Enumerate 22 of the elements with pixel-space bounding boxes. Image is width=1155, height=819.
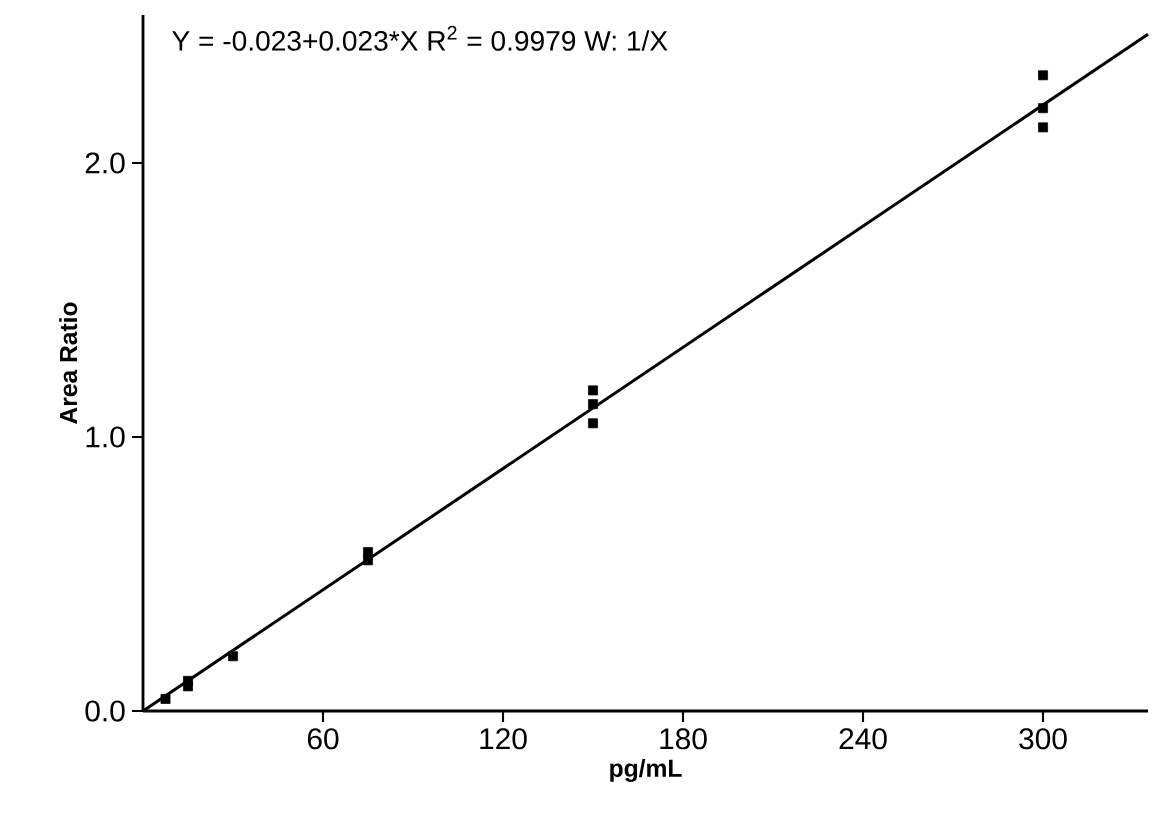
x-tick-label: 240 [839,728,887,750]
x-axis-title: pg/mL [610,758,682,782]
point [1038,70,1048,81]
point [1038,122,1048,133]
point [228,651,238,662]
point [183,675,193,686]
annotation: Y = -0.023+0.023*X R$^{2}$ = 0.9979 W: 1/X [172,25,668,51]
x-tick-label: 300 [1019,728,1067,750]
point [588,399,598,410]
point [160,694,171,704]
point [363,555,373,566]
point [1038,103,1048,114]
y-axis-title: Area Ratio [59,302,78,424]
point [588,385,598,396]
point [363,547,373,557]
y-tick-label: 1.0 [86,426,125,448]
point [588,418,598,429]
y-tick-label: 2.0 [85,152,125,174]
x-tick-label: 180 [660,728,707,750]
x-tick-label: 60 [307,728,339,750]
x-tick-label: 120 [480,728,527,750]
y-tick-label: 0.0 [85,700,125,722]
